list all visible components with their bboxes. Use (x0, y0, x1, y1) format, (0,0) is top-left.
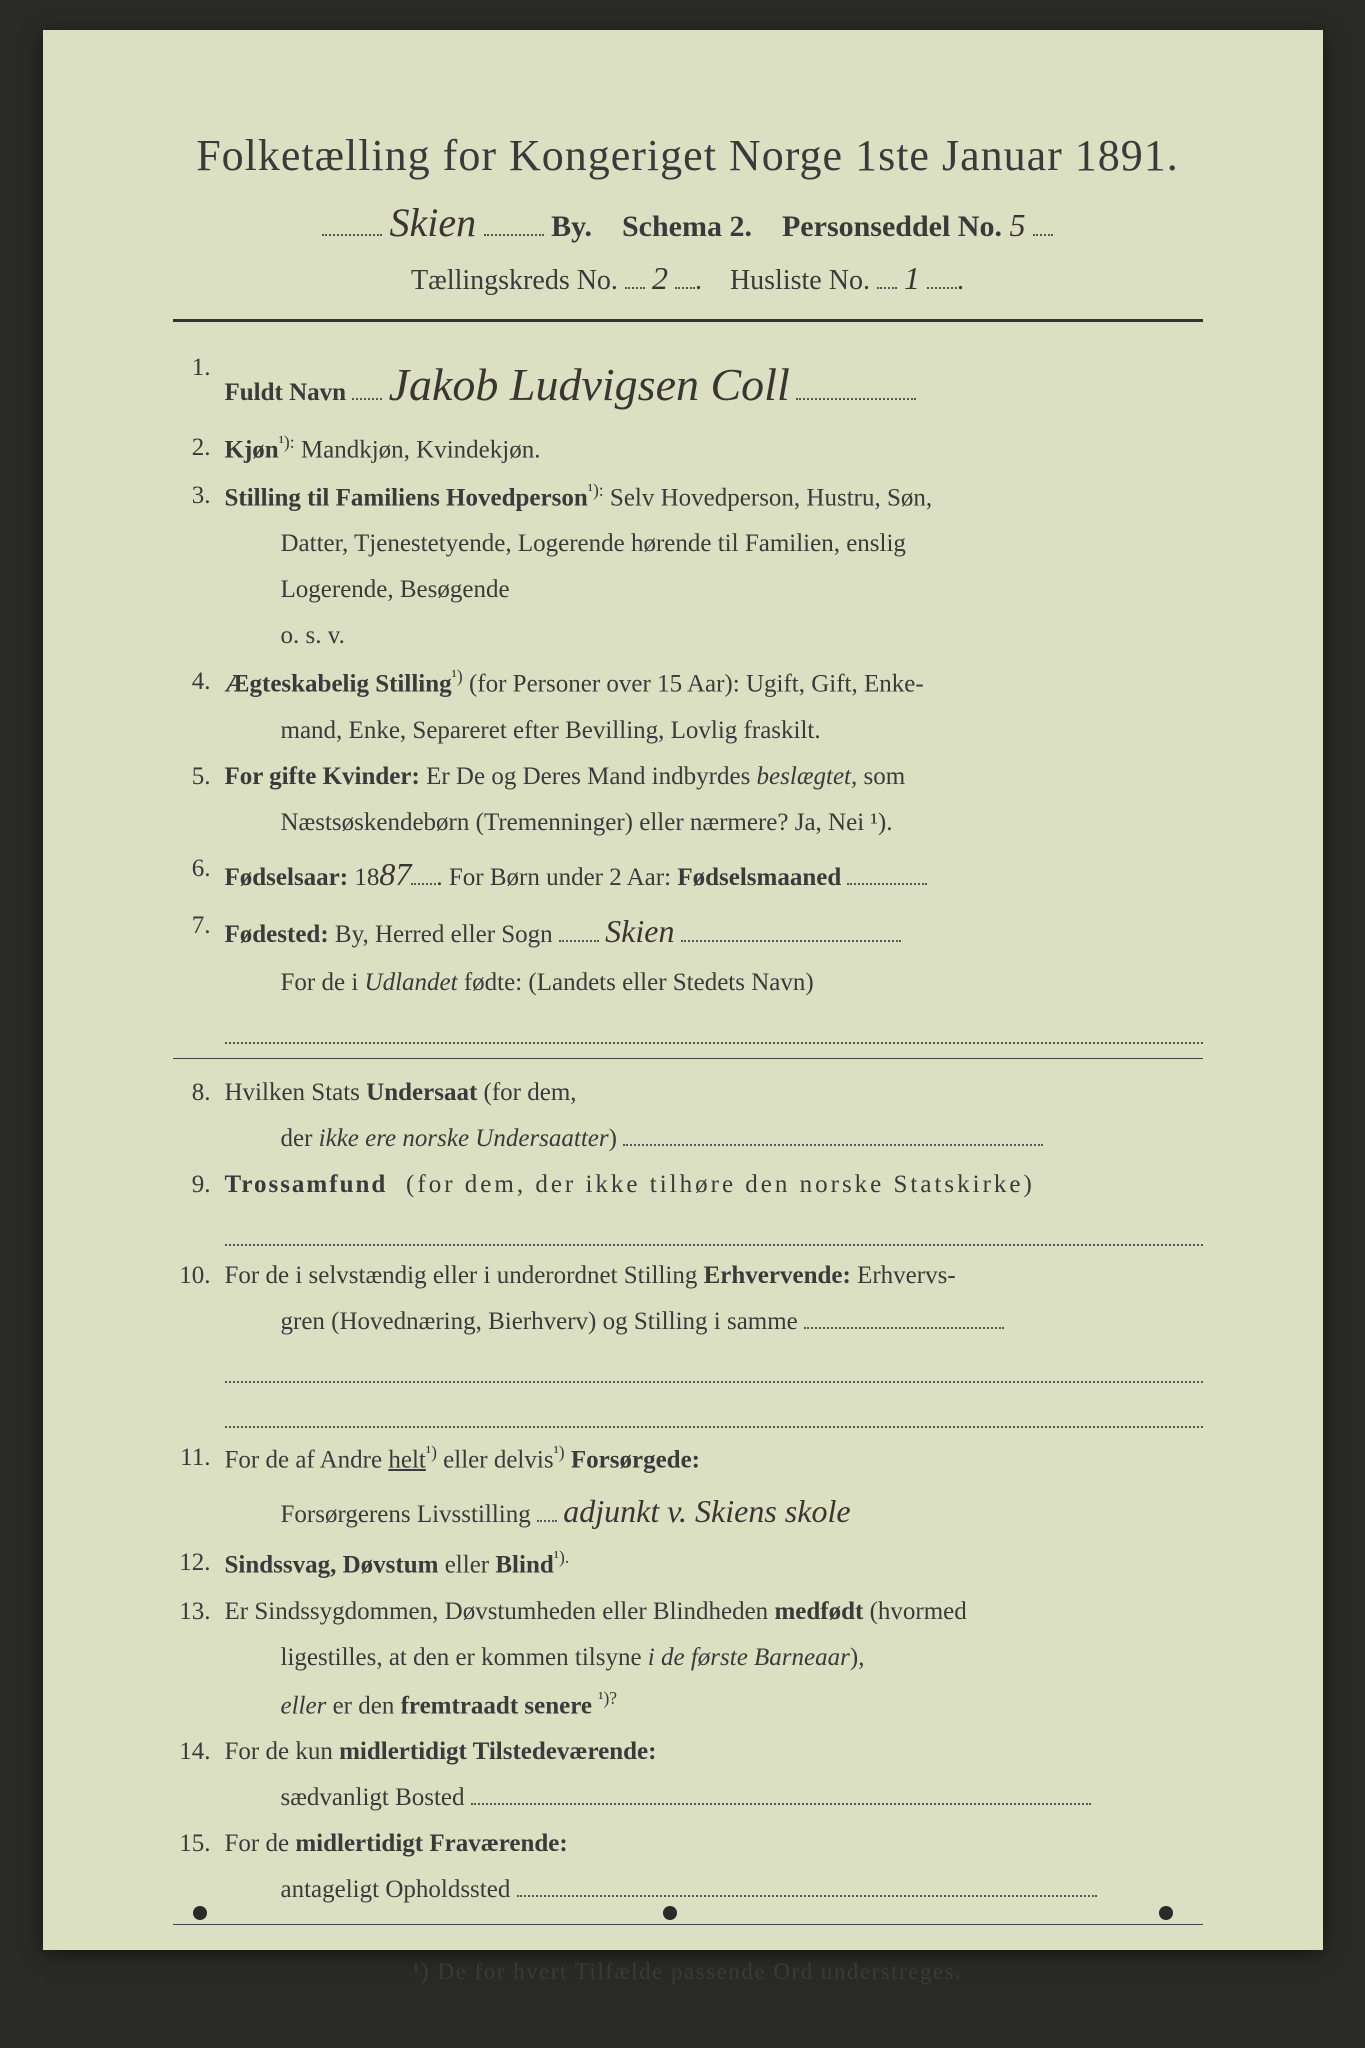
birthyear-hand: 87 (379, 856, 411, 892)
husliste-label: Husliste No. (730, 265, 870, 296)
item-12: 12. Sindssvag, Døvstum eller Blind¹). (173, 1543, 1203, 1585)
form-items: 1. Fuldt Navn Jakob Ludvigsen Coll 2. Kj… (173, 348, 1203, 1910)
item-11: 11. For de af Andre helt¹) eller delvis¹… (173, 1438, 1203, 1480)
dotted-line (225, 1348, 1203, 1383)
item-9: 9. Trossamfund (for dem, der ikke tilhør… (173, 1165, 1203, 1205)
header-row-1: Skien By. Schema 2. Personseddel No. 5 (173, 199, 1203, 246)
item-15: 15. For de midlertidigt Fraværende: (173, 1824, 1203, 1864)
item-5: 5. For gifte Kvinder: Er De og Deres Man… (173, 757, 1203, 797)
item-2: 2. Kjøn¹): Mandkjøn, Kvindekjøn. (173, 428, 1203, 470)
item-14: 14. For de kun midlertidigt Tilstedevære… (173, 1732, 1203, 1772)
item-4: 4. Ægteskabelig Stilling¹) (for Personer… (173, 662, 1203, 704)
item-6: 6. Fødselsaar: 1887. For Børn under 2 Aa… (173, 849, 1203, 900)
header-row-2: Tællingskreds No. 2 . Husliste No. 1 . (173, 260, 1203, 297)
personseddel-label: Personseddel No. (782, 210, 1002, 243)
city-handwritten: Skien (390, 199, 477, 246)
by-label: By. (551, 210, 592, 243)
birthplace-hand: Skien (605, 913, 674, 949)
taellingskreds-label: Tællingskreds No. (411, 265, 618, 296)
divider-top (173, 319, 1203, 322)
divider (173, 1058, 1203, 1059)
item-13: 13. Er Sindssygdommen, Døvstumheden elle… (173, 1592, 1203, 1632)
dotted-line (225, 1211, 1203, 1246)
item-8: 8. Hvilken Stats Undersaat (for dem, (173, 1073, 1203, 1113)
binding-hole-icon (1159, 1906, 1173, 1920)
personseddel-no: 5 (1009, 207, 1025, 243)
binding-hole-icon (663, 1906, 677, 1920)
item-10: 10. For de i selvstændig eller i underor… (173, 1256, 1203, 1296)
name-handwritten: Jakob Ludvigsen Coll (389, 348, 790, 422)
item-3: 3. Stilling til Familiens Hovedperson¹):… (173, 476, 1203, 518)
item-7: 7. Fødested: By, Herred eller Sogn Skien (173, 906, 1203, 957)
schema-label: Schema 2. (622, 210, 752, 243)
footnote: ¹) De for hvert Tilfælde passende Ord un… (173, 1959, 1203, 1985)
taellingskreds-no: 2 (652, 260, 668, 296)
dotted-line (225, 1009, 1203, 1044)
dotted-line (225, 1393, 1203, 1428)
husliste-no: 1 (904, 260, 920, 296)
item-1: 1. Fuldt Navn Jakob Ludvigsen Coll (173, 348, 1203, 422)
census-form-page: Folketælling for Kongeriget Norge 1ste J… (43, 30, 1323, 1950)
divider-bottom (173, 1924, 1203, 1925)
binding-hole-icon (193, 1906, 207, 1920)
provider-hand: adjunkt v. Skiens skole (563, 1493, 850, 1529)
page-title: Folketælling for Kongeriget Norge 1ste J… (173, 130, 1203, 181)
